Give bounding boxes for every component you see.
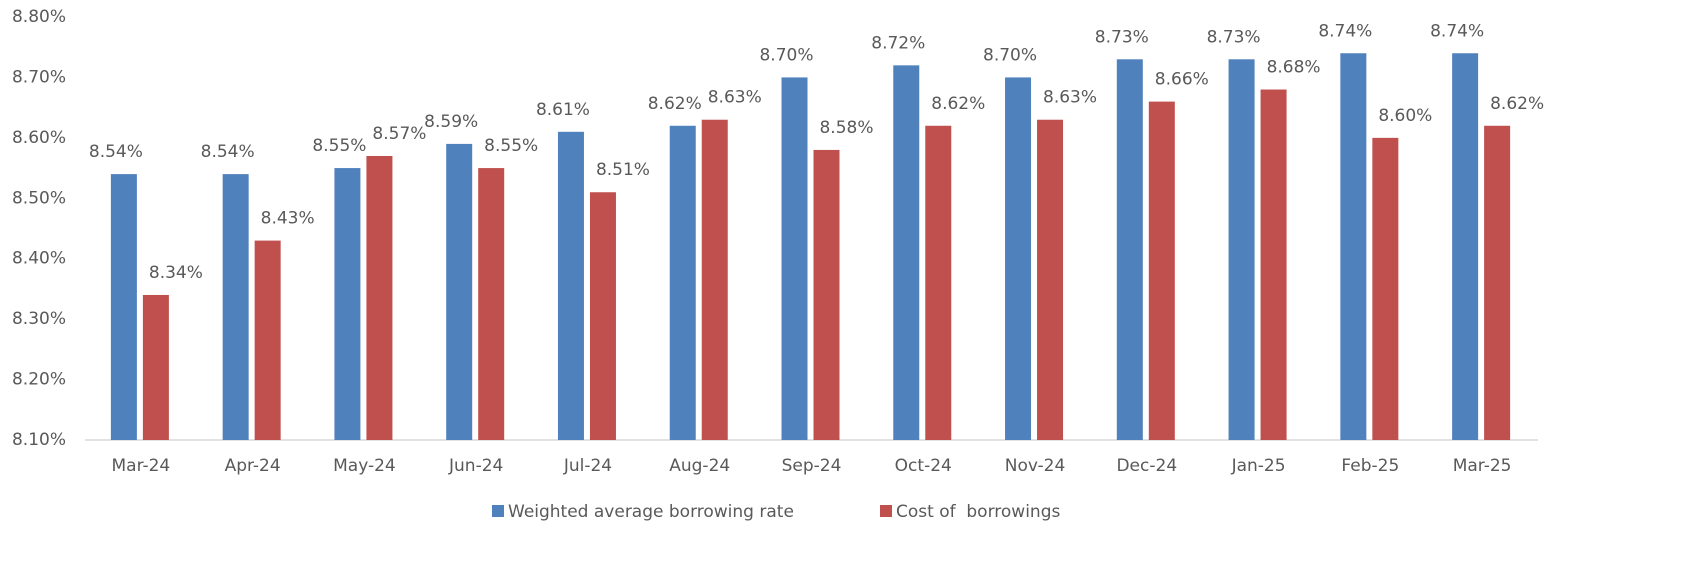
x-tick-label: Aug-24 (669, 456, 730, 476)
data-label: 8.58% (819, 118, 873, 138)
bar (366, 155, 393, 440)
data-label: 8.66% (1155, 70, 1209, 90)
legend-label: Weighted average borrowing rate (508, 502, 794, 522)
data-label: 8.57% (372, 124, 426, 144)
data-label: 8.54% (201, 142, 255, 162)
bar (669, 125, 696, 441)
data-label: 8.51% (596, 160, 650, 180)
bar (1484, 125, 1511, 441)
legend-swatch (492, 505, 504, 517)
bar (254, 240, 281, 440)
y-tick-label: 8.40% (12, 249, 66, 269)
data-label: 8.70% (759, 45, 813, 65)
data-label: 8.73% (1207, 27, 1261, 47)
x-tick-label: Feb-25 (1341, 456, 1399, 476)
data-label: 8.63% (1043, 88, 1097, 108)
x-tick-label: Apr-24 (225, 456, 281, 476)
x-tick-label: Sep-24 (782, 456, 842, 476)
bar (701, 119, 728, 440)
bar (1148, 101, 1175, 440)
y-tick-label: 8.60% (12, 128, 66, 148)
bar (1260, 89, 1287, 440)
x-tick-label: Jan-25 (1231, 456, 1286, 476)
x-tick-label: Mar-25 (1453, 456, 1512, 476)
data-label: 8.55% (312, 136, 366, 156)
data-label: 8.43% (261, 209, 315, 229)
x-tick-label: May-24 (333, 456, 396, 476)
data-label: 8.60% (1378, 106, 1432, 126)
bar (781, 77, 808, 440)
bar (1116, 59, 1143, 441)
data-label: 8.59% (424, 112, 478, 132)
data-label: 8.62% (1490, 94, 1544, 114)
data-label: 8.63% (708, 88, 762, 108)
data-label: 8.62% (931, 94, 985, 114)
bar (1037, 119, 1064, 440)
bar (1452, 53, 1479, 440)
legend-swatch (880, 505, 892, 517)
bar (110, 174, 137, 440)
bar (1340, 53, 1367, 440)
data-label: 8.73% (1095, 27, 1149, 47)
bar (1005, 77, 1032, 440)
bar (334, 168, 361, 441)
y-tick-label: 8.20% (12, 370, 66, 390)
y-tick-label: 8.30% (12, 309, 66, 329)
x-tick-label: Dec-24 (1116, 456, 1177, 476)
bar (893, 65, 920, 440)
x-tick-label: Mar-24 (112, 456, 171, 476)
bar (925, 125, 952, 441)
data-label: 8.74% (1318, 21, 1372, 41)
data-label: 8.70% (983, 45, 1037, 65)
bar (557, 131, 584, 441)
bar (1372, 137, 1399, 440)
bar (589, 192, 616, 440)
data-label: 8.55% (484, 136, 538, 156)
bar (478, 168, 505, 441)
bar (446, 143, 473, 440)
x-tick-label: Oct-24 (895, 456, 952, 476)
data-label: 8.34% (149, 263, 203, 283)
y-tick-label: 8.50% (12, 188, 66, 208)
legend-label: Cost of borrowings (896, 502, 1060, 522)
y-tick-label: 8.10% (12, 430, 66, 450)
x-tick-label: Nov-24 (1005, 456, 1066, 476)
data-label: 8.61% (536, 100, 590, 120)
x-tick-label: Jul-24 (563, 456, 612, 476)
bar (813, 149, 840, 440)
data-label: 8.74% (1430, 21, 1484, 41)
bar (222, 174, 249, 440)
data-label: 8.62% (648, 94, 702, 114)
y-tick-label: 8.70% (12, 67, 66, 87)
bar (142, 294, 169, 440)
data-label: 8.68% (1267, 58, 1321, 78)
bar (1228, 59, 1255, 441)
x-tick-label: Jun-24 (448, 456, 503, 476)
y-tick-label: 8.80% (12, 7, 66, 27)
data-label: 8.54% (89, 142, 143, 162)
data-label: 8.72% (871, 33, 925, 53)
